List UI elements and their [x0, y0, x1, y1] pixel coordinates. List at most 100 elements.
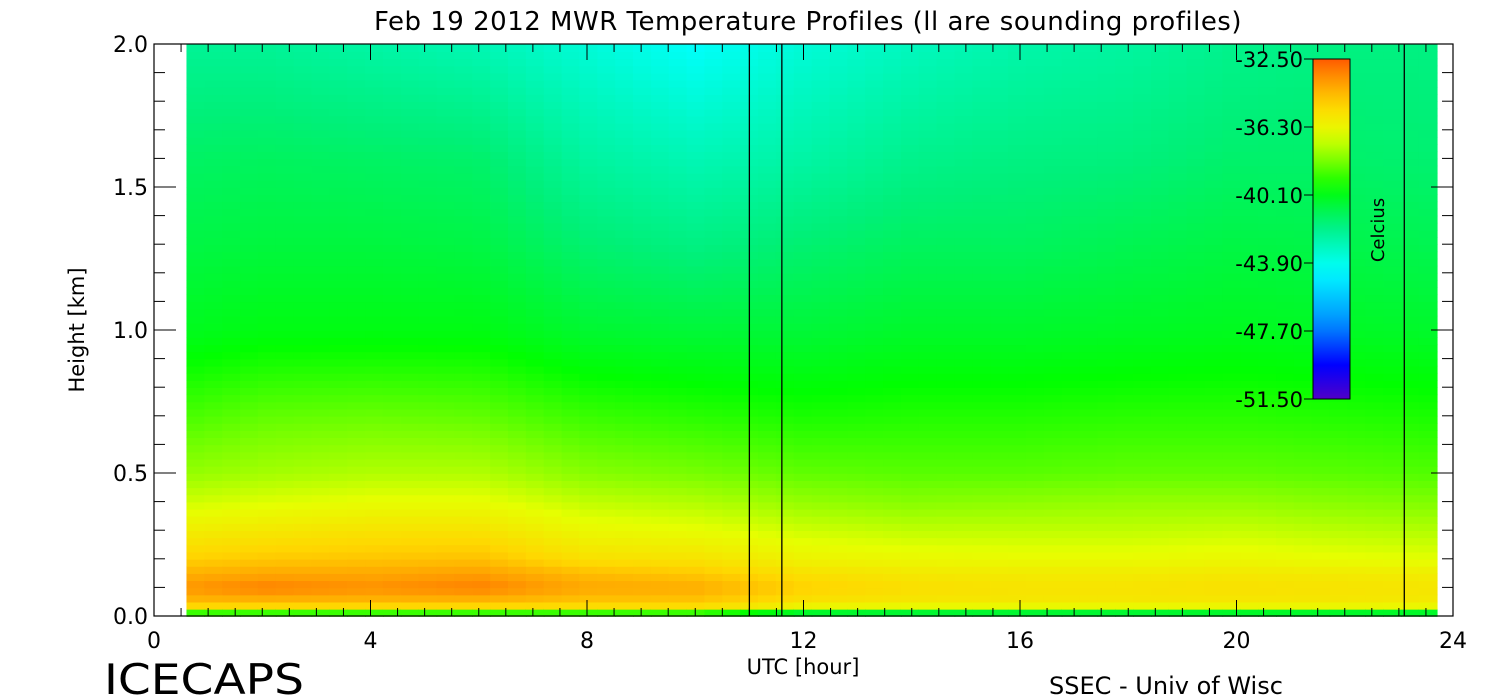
heatmap-cell [275, 437, 295, 446]
heatmap-cell [347, 480, 366, 489]
heatmap-cell [597, 551, 616, 560]
heatmap-cell [900, 473, 920, 481]
heatmap-cell [1061, 372, 1081, 381]
heatmap-cell [847, 237, 866, 245]
heatmap-cell [382, 301, 402, 310]
heatmap-cell [1276, 565, 1295, 574]
heatmap-cell [418, 222, 438, 231]
heatmap-cell [311, 473, 331, 481]
heatmap-cell [936, 222, 956, 231]
heatmap-cell [704, 294, 724, 303]
heatmap-cell [1240, 144, 1259, 153]
heatmap-cell [793, 65, 813, 74]
heatmap-cell [758, 444, 777, 453]
heatmap-cell [650, 451, 670, 460]
heatmap-cell [257, 144, 277, 153]
heatmap-cell [525, 487, 545, 496]
heatmap-cell [579, 530, 599, 539]
heatmap-cell [990, 358, 1009, 367]
heatmap-cell [293, 480, 313, 489]
heatmap-cell [865, 294, 884, 303]
heatmap-cell [1043, 86, 1063, 95]
heatmap-cell [382, 565, 402, 574]
heatmap-cell [1204, 487, 1224, 496]
heatmap-cell [490, 194, 509, 203]
heatmap-cell [507, 172, 527, 181]
heatmap-cell [811, 187, 831, 195]
heatmap-cell [275, 487, 295, 496]
heatmap-cell [775, 65, 795, 74]
heatmap-cell [704, 580, 724, 589]
heatmap-cell [507, 258, 527, 267]
heatmap-cell [633, 565, 652, 574]
heatmap-cell [918, 380, 938, 388]
heatmap-cell [382, 101, 402, 110]
heatmap-cell [811, 165, 831, 174]
heatmap-cell [365, 387, 384, 396]
heatmap-cell [918, 558, 938, 567]
heatmap-cell [847, 544, 866, 553]
heatmap-cell [1186, 101, 1206, 110]
heatmap-cell [186, 465, 206, 474]
heatmap-cell [186, 587, 206, 596]
heatmap-cell [847, 201, 866, 210]
heatmap-cell [1115, 565, 1134, 574]
heatmap-cell [347, 351, 366, 360]
heatmap-cell [204, 394, 223, 403]
heatmap-cell [1276, 473, 1295, 481]
heatmap-cell [1240, 229, 1259, 238]
heatmap-cell [686, 594, 706, 603]
heatmap-cell [1276, 601, 1295, 610]
heatmap-cell [650, 387, 670, 396]
heatmap-cell [204, 79, 223, 88]
heatmap-cell [507, 365, 527, 374]
heatmap-cell [1133, 458, 1152, 467]
heatmap-cell [490, 158, 509, 167]
heatmap-cell [204, 315, 223, 324]
heatmap-cell [758, 515, 777, 524]
heatmap-cell [1258, 265, 1277, 274]
heatmap-cell [1061, 51, 1081, 60]
heatmap-cell [240, 401, 259, 410]
heatmap-cell [918, 194, 938, 203]
heatmap-cell [257, 172, 277, 181]
heatmap-cell [329, 294, 349, 303]
heatmap-cell [847, 601, 866, 610]
heatmap-cell [507, 229, 527, 238]
heatmap-cell [722, 437, 741, 446]
heatmap-cell [1186, 365, 1206, 374]
heatmap-cell [972, 101, 992, 110]
heatmap-cell [847, 358, 866, 367]
heatmap-cell [936, 601, 956, 610]
heatmap-cell [240, 165, 259, 174]
heatmap-cell [257, 136, 277, 145]
heatmap-cell [186, 115, 206, 124]
heatmap-cell [972, 480, 992, 489]
heatmap-cell [1025, 201, 1045, 210]
heatmap-cell [400, 594, 420, 603]
heatmap-cell [1150, 322, 1170, 331]
heatmap-cell [883, 594, 902, 603]
heatmap-cell [811, 530, 831, 539]
heatmap-cell [543, 244, 563, 253]
heatmap-cell [186, 523, 206, 531]
heatmap-cell [311, 86, 331, 95]
heatmap-cell [668, 387, 688, 396]
heatmap-cell [793, 237, 813, 245]
heatmap-cell [400, 237, 420, 245]
heatmap-cell [1008, 315, 1027, 324]
heatmap-cell [883, 287, 902, 296]
heatmap-cell [1258, 272, 1277, 281]
heatmap-cell [722, 158, 741, 167]
heatmap-cell [758, 315, 777, 324]
heatmap-cell [972, 129, 992, 138]
heatmap-cell [472, 387, 491, 396]
heatmap-cell [525, 358, 545, 367]
heatmap-cell [1025, 487, 1045, 496]
heatmap-cell [490, 322, 509, 331]
heatmap-cell [918, 208, 938, 217]
heatmap-cell [668, 201, 688, 210]
heatmap-cell [1276, 222, 1295, 231]
heatmap-cell [1186, 451, 1206, 460]
heatmap-cell [543, 208, 563, 217]
